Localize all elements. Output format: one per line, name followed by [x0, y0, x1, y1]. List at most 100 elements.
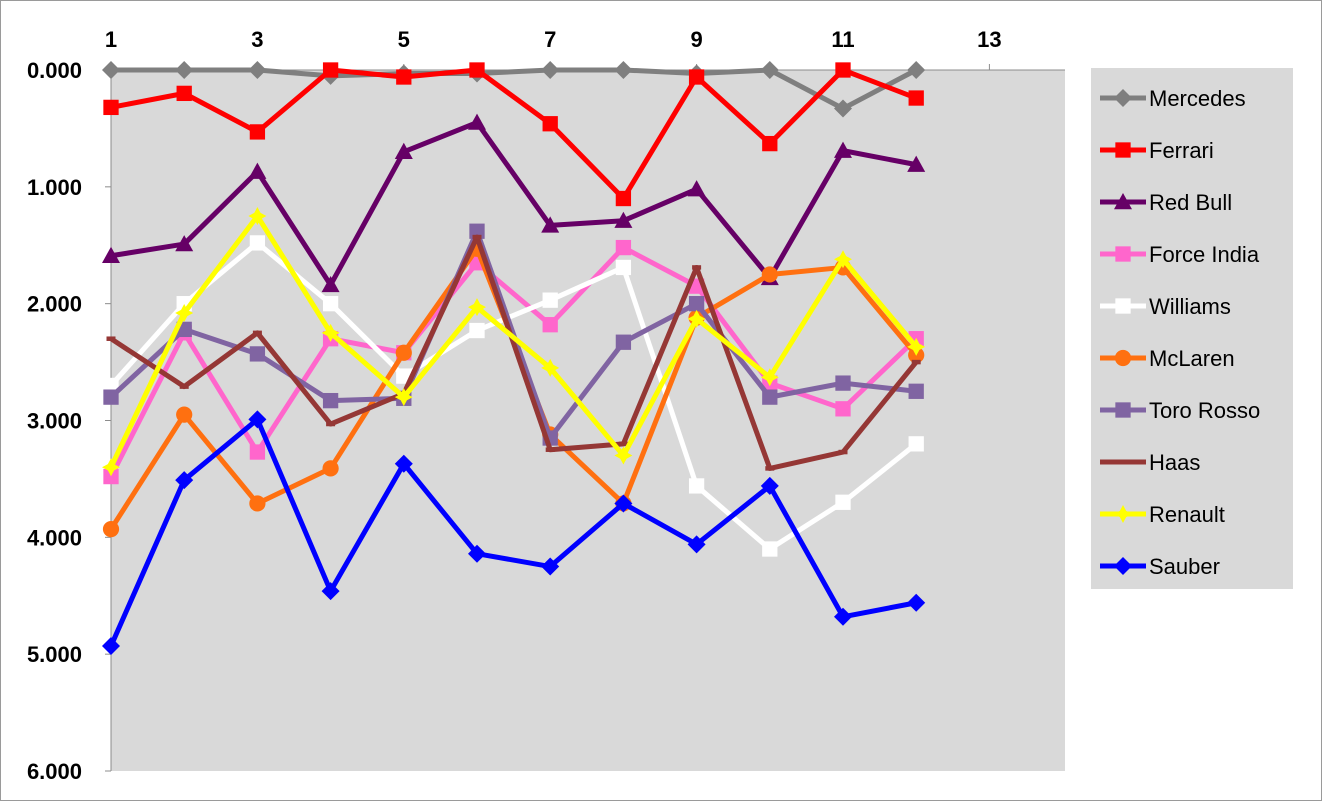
data-point — [687, 535, 706, 554]
data-point — [249, 346, 266, 362]
data-point — [394, 388, 413, 407]
data-point — [911, 359, 921, 365]
series-line — [110, 67, 918, 202]
data-point — [326, 421, 336, 427]
legend-marker — [1114, 89, 1132, 107]
legend-marker — [1114, 349, 1132, 367]
axes: 1 3 5 7 9 11 130.0001.0002.0003.0004.0005.0006… — [27, 27, 1065, 784]
data-point — [541, 216, 560, 233]
legend-label: Williams — [1149, 294, 1231, 319]
data-point — [692, 265, 702, 270]
series-line — [109, 234, 919, 471]
x-tick-label: 5 — [398, 27, 410, 52]
data-point — [618, 441, 628, 447]
data-point — [835, 62, 851, 78]
data-point — [175, 235, 194, 252]
data-point — [835, 494, 851, 510]
data-point — [687, 309, 706, 328]
data-point — [542, 116, 558, 132]
data-point — [102, 636, 120, 655]
data-point — [248, 61, 267, 79]
data-point — [468, 298, 486, 317]
data-point — [688, 69, 705, 85]
y-tick-label: 0.000 — [27, 58, 82, 83]
data-point — [394, 454, 413, 473]
y-tick-label: 4.000 — [27, 525, 82, 550]
data-point — [834, 607, 852, 626]
legend-item: Sauber — [1100, 554, 1220, 579]
data-point — [762, 541, 778, 557]
series-line — [108, 213, 919, 469]
x-tick-label: 3 — [251, 27, 263, 52]
data-point — [322, 392, 339, 409]
data-point — [835, 375, 851, 391]
data-point — [761, 266, 778, 283]
x-tick-label: 13 — [977, 27, 1001, 52]
legend: Mercedes Ferrari Red Bull Force India Willia… — [1091, 68, 1293, 589]
data-point — [469, 62, 485, 78]
data-point — [394, 142, 413, 159]
data-point — [176, 85, 192, 102]
series-mercedes — [102, 61, 926, 118]
data-point — [102, 246, 120, 263]
data-point — [907, 337, 926, 356]
data-point — [907, 155, 926, 172]
data-point — [765, 466, 775, 471]
data-point — [175, 471, 194, 490]
data-point — [249, 495, 266, 512]
data-point — [102, 61, 120, 79]
data-point — [176, 406, 193, 423]
legend-label: Haas — [1149, 450, 1200, 475]
legend-label: Mercedes — [1149, 86, 1246, 111]
data-point — [615, 334, 632, 350]
data-point — [688, 478, 705, 494]
data-point — [542, 317, 558, 333]
data-point — [541, 557, 560, 576]
legend-label: Ferrari — [1149, 138, 1214, 163]
data-point — [103, 377, 119, 394]
data-point — [687, 180, 706, 197]
data-point — [468, 113, 486, 130]
data-point — [249, 124, 266, 140]
legend-item: Mercedes — [1100, 86, 1246, 111]
data-point — [541, 61, 560, 79]
data-point — [102, 458, 120, 477]
legend-item: Toro Rosso — [1100, 398, 1260, 423]
y-tick-label: 2.000 — [27, 292, 82, 317]
data-point — [175, 304, 194, 323]
data-point — [614, 446, 633, 465]
data-point — [615, 190, 632, 207]
data-point — [395, 344, 412, 361]
legend-marker — [1114, 193, 1132, 210]
data-point — [908, 436, 924, 452]
series-layer — [102, 61, 926, 655]
data-point — [760, 61, 779, 79]
series-sauber — [102, 410, 926, 655]
data-point — [103, 468, 119, 485]
data-point — [252, 330, 262, 336]
series-line — [109, 240, 918, 552]
data-point — [103, 99, 119, 116]
legend-item: Force India — [1100, 242, 1260, 267]
legend-item: Renault — [1100, 502, 1225, 527]
data-point — [834, 141, 852, 158]
data-point — [838, 449, 848, 455]
data-point — [835, 401, 851, 417]
x-tick-label: 11 — [831, 27, 854, 52]
data-point — [469, 322, 485, 339]
data-point — [614, 61, 633, 79]
data-point — [614, 494, 633, 513]
data-point — [760, 368, 779, 387]
data-point — [762, 389, 778, 405]
data-point — [908, 90, 924, 106]
series-ferrari — [103, 62, 924, 207]
data-point — [179, 384, 189, 389]
data-point — [908, 383, 924, 399]
data-point — [614, 211, 633, 228]
legend-label: Force India — [1149, 242, 1260, 267]
legend-label: McLaren — [1149, 346, 1235, 371]
data-point — [907, 593, 926, 612]
legend-label: Toro Rosso — [1149, 398, 1260, 423]
data-point — [545, 447, 555, 452]
